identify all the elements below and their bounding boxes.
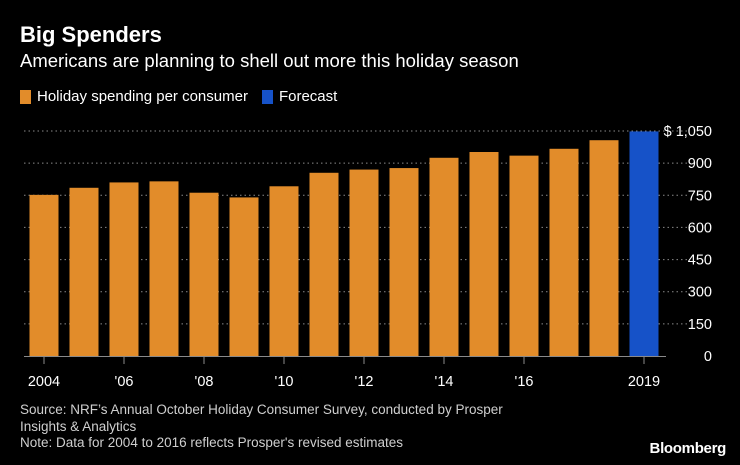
- y-tick-label: 450: [688, 253, 712, 269]
- y-tick-label: 150: [688, 317, 712, 333]
- bar-2009: [229, 197, 259, 356]
- bar-2008: [189, 192, 219, 356]
- bar-2004: [29, 194, 59, 356]
- y-tick-label: 0: [704, 349, 712, 365]
- bar-2010: [269, 186, 299, 356]
- y-tick-label: 600: [688, 220, 712, 236]
- x-tick-label: '10: [275, 374, 294, 390]
- axes: $ 1,050 900 750 600 450 300 150 0 2004 '06 '08 '10 '…: [24, 124, 712, 390]
- x-tick-label: 2019: [628, 374, 660, 390]
- bar-2012: [349, 169, 379, 356]
- legend: Holiday spending per consumer Forecast: [20, 87, 351, 107]
- bar-2019: [629, 131, 659, 356]
- footer: Source: NRF’s Annual October Holiday Con…: [20, 402, 640, 452]
- bar-2018: [589, 140, 619, 356]
- bar-2015: [469, 152, 499, 356]
- source-line-1: Source: NRF’s Annual October Holiday Con…: [20, 402, 503, 417]
- y-tick-label: $ 1,050: [664, 124, 712, 140]
- bloomberg-logo: Bloomberg: [649, 440, 727, 457]
- y-tick-label: 750: [688, 188, 712, 204]
- legend-item-forecast: Forecast: [261, 87, 338, 107]
- x-tick-label: 2004: [28, 374, 60, 390]
- bar-2005: [69, 187, 99, 356]
- x-tick-label: '08: [195, 374, 214, 390]
- x-tick-label: '12: [355, 374, 374, 390]
- chart-title: Big Spenders: [20, 22, 162, 47]
- legend-label-forecast: Forecast: [278, 88, 338, 105]
- bar-chart: $ 1,050 900 750 600 450 300 150 0 2004 '06 '08 '10 '…: [24, 124, 712, 390]
- bars: [29, 131, 659, 356]
- y-tick-label: 300: [688, 285, 712, 301]
- legend-item-holiday-spending: Holiday spending per consumer: [20, 87, 248, 107]
- source-line-2: Insights & Analytics: [20, 418, 137, 434]
- bar-2011: [309, 172, 339, 356]
- bar-2016: [509, 155, 539, 356]
- legend-swatch-forecast: [261, 90, 273, 104]
- note: Note: Data for 2004 to 2016 reflects Pro…: [20, 435, 404, 450]
- bar-2007: [149, 181, 179, 356]
- bar-2013: [389, 168, 419, 356]
- legend-label-holiday-spending: Holiday spending per consumer: [37, 88, 248, 105]
- x-tick-label: '06: [115, 374, 134, 390]
- bar-2014: [429, 157, 459, 356]
- legend-swatch-holiday-spending: [20, 90, 31, 104]
- chart-subtitle: Americans are planning to shell out more…: [20, 50, 519, 71]
- x-tick-label: '16: [515, 374, 534, 390]
- y-tick-label: 900: [688, 156, 712, 172]
- x-tick-label: '14: [435, 374, 454, 390]
- bar-2017: [549, 148, 579, 356]
- bar-2006: [109, 182, 139, 356]
